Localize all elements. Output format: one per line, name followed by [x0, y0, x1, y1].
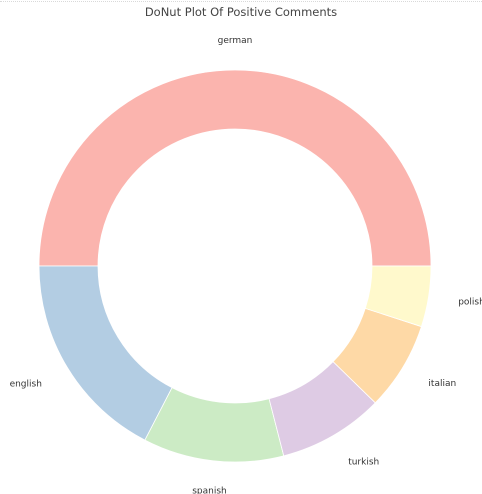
- slice-label-german: german: [218, 36, 253, 46]
- slice-polish: [364, 265, 432, 328]
- slice-label-spanish: spanish: [192, 487, 227, 494]
- top-border: [0, 1, 482, 2]
- slice-label-italian: italian: [428, 379, 456, 389]
- slice-label-polish: polish: [458, 297, 482, 307]
- slice-english: [38, 265, 173, 441]
- chart-title: DoNut Plot Of Positive Comments: [144, 5, 338, 19]
- slice-german: [38, 69, 432, 267]
- slice-label-turkish: turkish: [348, 458, 379, 468]
- slice-label-english: english: [10, 379, 42, 389]
